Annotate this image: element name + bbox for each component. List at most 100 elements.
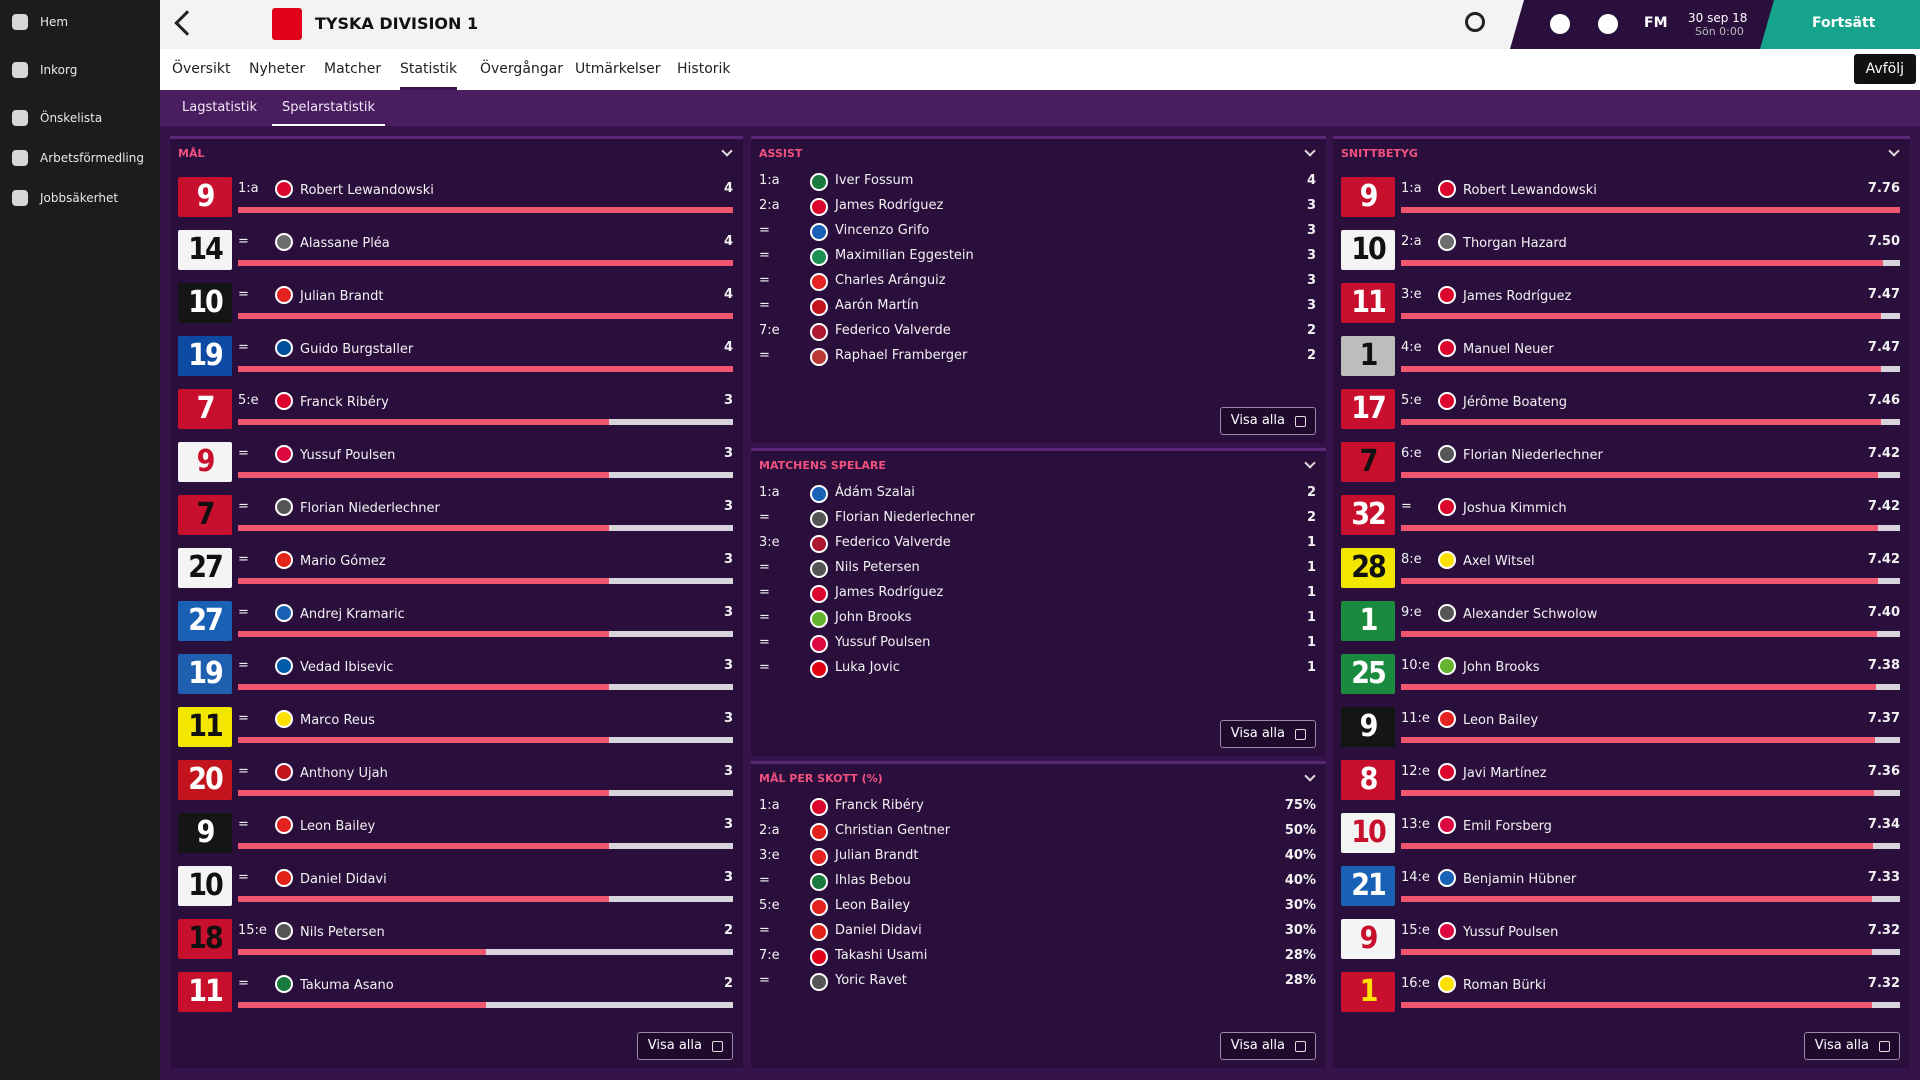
sidebar-item[interactable]: Jobbsäkerhet: [0, 180, 160, 216]
player-name[interactable]: Vedad Ibisevic: [300, 660, 394, 675]
player-name[interactable]: Daniel Didavi: [835, 923, 922, 938]
player-name[interactable]: John Brooks: [835, 610, 912, 625]
player-name[interactable]: Mario Gómez: [300, 554, 386, 569]
rank: =: [238, 287, 249, 302]
player-name[interactable]: Robert Lewandowski: [1463, 183, 1597, 198]
tab[interactable]: Övergångar: [480, 61, 563, 77]
player-name[interactable]: Manuel Neuer: [1463, 342, 1554, 357]
show-all-button[interactable]: Visa alla: [1803, 1032, 1900, 1060]
sub-tab[interactable]: Spelarstatistik: [272, 90, 385, 126]
player-name[interactable]: Vincenzo Grifo: [835, 223, 930, 238]
player-name[interactable]: Alassane Pléa: [300, 236, 390, 251]
sidebar-label[interactable]: Hem: [40, 15, 69, 29]
show-all-button[interactable]: Visa alla: [1219, 407, 1316, 435]
collapse-toggle[interactable]: [1304, 145, 1316, 157]
player-name[interactable]: Julian Brandt: [835, 848, 919, 863]
club-badge: [1438, 498, 1456, 516]
continue-label[interactable]: Fortsätt: [1812, 15, 1876, 31]
show-all-button[interactable]: Visa alla: [1219, 1032, 1316, 1060]
player-name[interactable]: Jérôme Boateng: [1463, 395, 1568, 410]
player-name[interactable]: Yoric Ravet: [835, 973, 907, 988]
player-name[interactable]: Yussuf Poulsen: [300, 448, 396, 463]
player-name[interactable]: Benjamin Hübner: [1463, 872, 1577, 887]
player-name[interactable]: Andrej Kramaric: [300, 607, 405, 622]
sidebar-label[interactable]: Arbetsförmedling: [40, 151, 144, 165]
sidebar-label[interactable]: Önskelista: [40, 111, 103, 125]
sidebar-label[interactable]: Jobbsäkerhet: [40, 191, 119, 205]
player-name[interactable]: John Brooks: [1463, 660, 1540, 675]
player-name[interactable]: Luka Jovic: [835, 660, 900, 675]
player-name[interactable]: Leon Bailey: [1463, 713, 1539, 728]
player-name[interactable]: Raphael Framberger: [835, 348, 968, 363]
player-name[interactable]: Takuma Asano: [300, 978, 394, 993]
player-name[interactable]: Nils Petersen: [835, 560, 920, 575]
ball-icon[interactable]: [1550, 14, 1570, 34]
tab[interactable]: Översikt: [172, 61, 231, 77]
collapse-toggle[interactable]: [1304, 770, 1316, 782]
player-name[interactable]: Emil Forsberg: [1463, 819, 1552, 834]
sidebar-item[interactable]: Hem: [0, 4, 160, 40]
player-name[interactable]: Javi Martínez: [1463, 766, 1547, 781]
bar-track: [238, 419, 733, 425]
tab[interactable]: Statistik: [400, 49, 458, 90]
sidebar-item[interactable]: Arbetsförmedling: [0, 140, 160, 176]
player-name[interactable]: Christian Gentner: [835, 823, 951, 838]
player-name[interactable]: Takashi Usami: [835, 948, 928, 963]
player-name[interactable]: Federico Valverde: [835, 535, 951, 550]
player-name[interactable]: Iver Fossum: [835, 173, 914, 188]
player-name[interactable]: Nils Petersen: [300, 925, 385, 940]
player-name[interactable]: Guido Burgstaller: [300, 342, 414, 357]
player-name[interactable]: Robert Lewandowski: [300, 183, 434, 198]
player-name[interactable]: Franck Ribéry: [835, 798, 924, 813]
player-name[interactable]: Julian Brandt: [300, 289, 384, 304]
collapse-toggle[interactable]: [1304, 457, 1316, 469]
player-name[interactable]: Ádám Szalai: [835, 485, 915, 500]
player-name[interactable]: Charles Aránguiz: [835, 273, 946, 288]
player-name[interactable]: Axel Witsel: [1463, 554, 1535, 569]
tab[interactable]: Matcher: [324, 61, 382, 77]
sidebar-label[interactable]: Inkorg: [40, 63, 78, 77]
player-name[interactable]: Joshua Kimmich: [1463, 501, 1567, 516]
tab[interactable]: Nyheter: [249, 61, 306, 77]
player-name[interactable]: Florian Niederlechner: [835, 510, 975, 525]
collapse-toggle[interactable]: [721, 145, 733, 157]
help-icon[interactable]: [1598, 14, 1618, 34]
sub-tab[interactable]: Lagstatistik: [182, 100, 258, 115]
player-name[interactable]: Florian Niederlechner: [300, 501, 440, 516]
unfollow-button[interactable]: Avfölj: [1853, 54, 1916, 84]
player-name[interactable]: Maximilian Eggestein: [835, 248, 974, 263]
player-name[interactable]: Aarón Martín: [835, 298, 919, 313]
player-name[interactable]: James Rodríguez: [835, 585, 944, 600]
collapse-toggle[interactable]: [1888, 145, 1900, 157]
player-name[interactable]: Alexander Schwolow: [1463, 607, 1598, 622]
player-name[interactable]: Florian Niederlechner: [1463, 448, 1603, 463]
sidebar-item[interactable]: Inkorg: [0, 52, 160, 88]
player-name[interactable]: Yussuf Poulsen: [835, 635, 931, 650]
player-name[interactable]: Leon Bailey: [835, 898, 911, 913]
continue-button[interactable]: Fortsätt: [1760, 0, 1920, 49]
back-button[interactable]: [174, 10, 200, 36]
player-name[interactable]: Leon Bailey: [300, 819, 376, 834]
player-name[interactable]: Yussuf Poulsen: [1463, 925, 1559, 940]
player-name[interactable]: Marco Reus: [300, 713, 375, 728]
rank: 1:a: [759, 798, 780, 813]
sidebar-item[interactable]: Önskelista: [0, 100, 160, 136]
player-name[interactable]: Anthony Ujah: [300, 766, 388, 781]
tab[interactable]: Utmärkelser: [575, 61, 661, 77]
player-name[interactable]: Ihlas Bebou: [835, 873, 911, 888]
show-all-button[interactable]: Visa alla: [636, 1032, 733, 1060]
show-all-button[interactable]: Visa alla: [1219, 720, 1316, 748]
fm-menu[interactable]: FM: [1644, 15, 1668, 31]
club-badge: [810, 610, 828, 628]
search[interactable]: [1465, 12, 1485, 32]
player-name[interactable]: James Rodríguez: [1463, 289, 1572, 304]
stat-value: 75%: [1284, 798, 1316, 813]
tab[interactable]: Historik: [677, 61, 731, 77]
player-name[interactable]: Franck Ribéry: [300, 395, 389, 410]
player-name[interactable]: Thorgan Hazard: [1463, 236, 1567, 251]
bar-track: [1401, 790, 1900, 796]
player-name[interactable]: Daniel Didavi: [300, 872, 387, 887]
player-name[interactable]: Federico Valverde: [835, 323, 951, 338]
player-name[interactable]: Roman Bürki: [1463, 978, 1547, 993]
player-name[interactable]: James Rodríguez: [835, 198, 944, 213]
